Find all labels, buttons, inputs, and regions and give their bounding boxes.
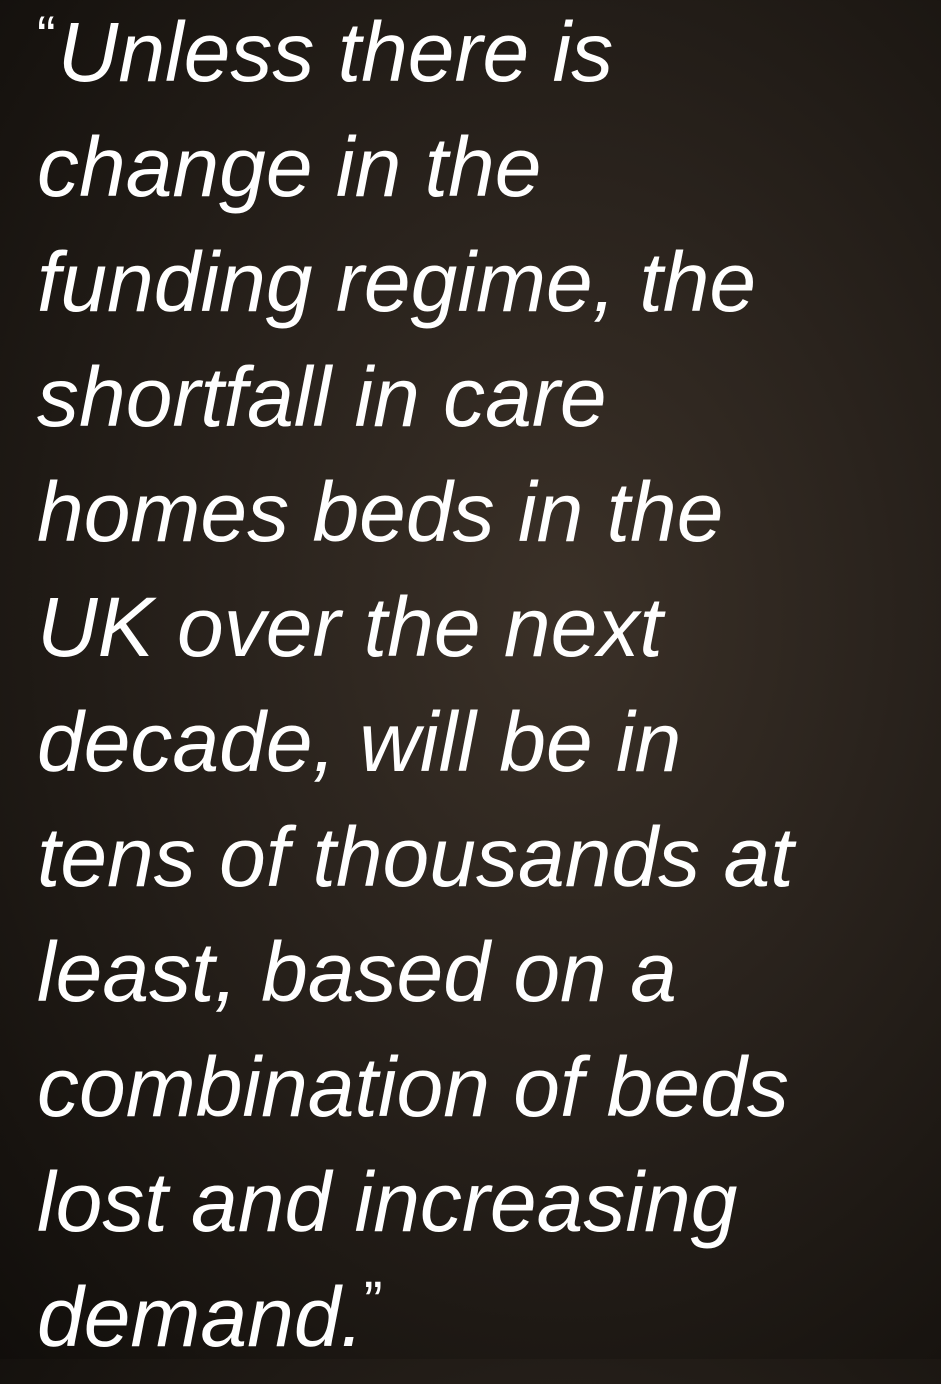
- quote-text: least, based on a: [37, 925, 677, 1019]
- quote-line: decade, will be in: [37, 685, 937, 800]
- quote-line: “Unless there is: [37, 0, 937, 110]
- quote-line: lost and increasing: [37, 1145, 937, 1260]
- quote-line: funding regime, the: [37, 225, 937, 340]
- quote-line: change in the: [37, 110, 937, 225]
- quote-line: homes beds in the: [37, 455, 937, 570]
- quote-text: lost and increasing: [37, 1155, 738, 1249]
- quote-text: tens of thousands at: [37, 810, 794, 904]
- quote-line: combination of beds: [37, 1030, 937, 1145]
- quote-text: funding regime, the: [37, 235, 757, 329]
- quote-text: decade, will be in: [37, 695, 682, 789]
- quote-line: shortfall in care: [37, 340, 937, 455]
- open-quote-mark: “: [37, 4, 56, 67]
- quote-line: UK over the next: [37, 570, 937, 685]
- quote-text: UK over the next: [37, 580, 663, 674]
- quote-text: homes beds in the: [37, 465, 724, 559]
- quote-line: least, based on a: [37, 915, 937, 1030]
- quote-line: tens of thousands at: [37, 800, 937, 915]
- quote-text: change in the: [37, 120, 542, 214]
- quote: “Unless there is change in the funding reg…: [37, 0, 937, 1375]
- close-quote-mark: ”: [363, 1269, 383, 1332]
- quote-text: Unless there is: [57, 5, 614, 99]
- quote-text: demand.: [37, 1270, 364, 1364]
- quote-line: demand.”: [37, 1260, 937, 1375]
- quote-text: shortfall in care: [37, 350, 607, 444]
- quote-text: combination of beds: [37, 1040, 789, 1134]
